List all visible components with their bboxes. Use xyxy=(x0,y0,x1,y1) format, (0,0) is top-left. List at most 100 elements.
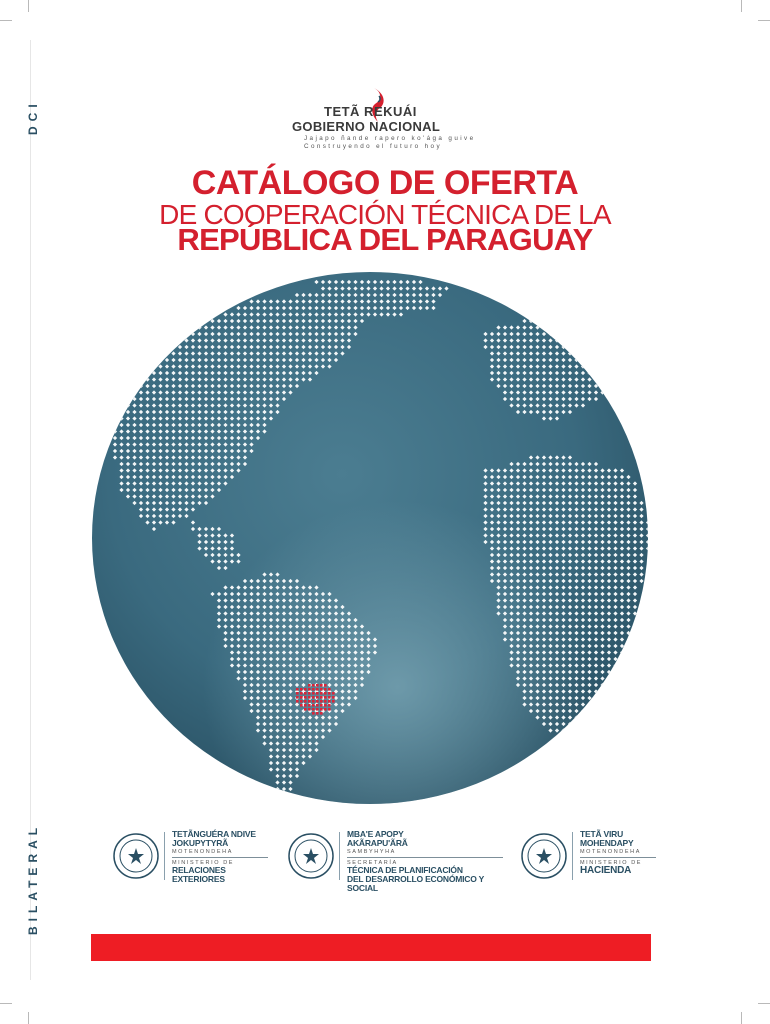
land-dot xyxy=(184,474,189,480)
land-dot xyxy=(223,331,228,337)
land-dot xyxy=(132,448,137,454)
land-dot xyxy=(203,481,209,486)
land-dot xyxy=(554,546,560,551)
land-dot xyxy=(619,630,625,636)
land-dot xyxy=(613,624,618,629)
land-dot xyxy=(548,604,553,610)
land-dot xyxy=(574,344,579,350)
land-dot xyxy=(353,617,358,623)
land-dot xyxy=(359,643,365,649)
land-dot xyxy=(151,377,157,382)
land-dot xyxy=(177,409,183,415)
land-dot xyxy=(171,422,176,428)
land-dot xyxy=(190,416,196,421)
land-dot xyxy=(593,630,599,636)
land-dot xyxy=(190,455,196,460)
land-dot xyxy=(158,500,163,506)
land-dot xyxy=(223,617,228,623)
land-dot xyxy=(632,591,638,597)
land-dot xyxy=(145,435,150,441)
land-dot xyxy=(249,429,254,434)
land-dot xyxy=(177,468,183,473)
land-dot xyxy=(515,572,521,577)
land-dot xyxy=(541,312,547,317)
land-dot xyxy=(145,481,150,486)
land-dot xyxy=(229,461,235,467)
land-dot xyxy=(164,396,170,402)
land-dot xyxy=(574,663,579,668)
land-dot xyxy=(138,513,144,519)
land-dot xyxy=(242,689,248,694)
land-dot xyxy=(567,611,573,616)
land-dot xyxy=(600,695,605,701)
land-dot xyxy=(249,383,254,389)
land-dot xyxy=(561,630,566,636)
land-dot xyxy=(229,552,235,558)
land-dot xyxy=(249,702,254,707)
land-dot xyxy=(249,377,254,382)
land-dot xyxy=(158,351,163,356)
land-dot xyxy=(158,377,163,382)
land-dot xyxy=(515,585,521,590)
land-dot xyxy=(216,448,222,454)
land-dot xyxy=(567,565,573,571)
land-dot xyxy=(587,591,592,597)
land-dot xyxy=(548,611,553,616)
land-dot xyxy=(190,422,196,428)
land-dot xyxy=(275,793,280,798)
land-dot xyxy=(145,455,150,460)
land-dot xyxy=(249,312,254,317)
land-dot xyxy=(600,669,605,675)
land-dot xyxy=(600,338,605,343)
national-seal-icon xyxy=(288,833,334,879)
land-dot xyxy=(236,552,241,558)
land-dot xyxy=(242,390,248,395)
land-dot xyxy=(509,578,514,584)
guarani-name-line2: JOKUPYTYRÃ xyxy=(172,838,229,848)
land-dot xyxy=(164,448,170,454)
land-dot xyxy=(223,422,228,428)
land-dot xyxy=(509,546,514,551)
land-dot xyxy=(171,507,176,512)
land-dot xyxy=(522,552,527,558)
land-dot xyxy=(619,546,625,551)
land-dot xyxy=(249,624,254,629)
land-dot xyxy=(554,611,560,616)
land-dot xyxy=(567,695,573,701)
land-dot xyxy=(236,370,241,376)
land-dot xyxy=(522,591,527,597)
land-dot xyxy=(171,494,176,499)
land-dot xyxy=(203,546,209,551)
land-dot xyxy=(132,409,137,415)
land-dot xyxy=(164,442,170,447)
land-dot xyxy=(210,435,215,441)
land-dot xyxy=(613,604,618,610)
land-dot xyxy=(522,656,527,662)
land-dot xyxy=(574,624,579,629)
land-dot xyxy=(171,390,176,395)
land-dot xyxy=(210,409,215,415)
land-dot xyxy=(132,403,137,408)
land-dot xyxy=(151,357,157,363)
land-dot xyxy=(561,598,566,603)
land-dot xyxy=(216,533,222,538)
land-dot xyxy=(132,383,137,389)
land-dot xyxy=(541,552,547,558)
land-dot xyxy=(229,650,235,655)
land-dot xyxy=(249,338,254,343)
land-dot xyxy=(190,487,196,493)
land-dot xyxy=(554,604,560,610)
land-dot xyxy=(236,468,241,473)
land-dot xyxy=(236,422,241,428)
land-dot xyxy=(249,578,254,584)
land-dot xyxy=(528,637,534,642)
land-dot xyxy=(587,624,592,629)
land-dot xyxy=(203,416,209,421)
land-dot xyxy=(593,643,599,649)
land-dot xyxy=(216,435,222,441)
title-line2: DE COOPERACIÓN TÉCNICA DE LA xyxy=(159,199,611,230)
land-dot xyxy=(613,383,618,389)
land-dot xyxy=(145,513,150,519)
land-dot xyxy=(151,481,157,486)
land-dot xyxy=(626,617,631,623)
